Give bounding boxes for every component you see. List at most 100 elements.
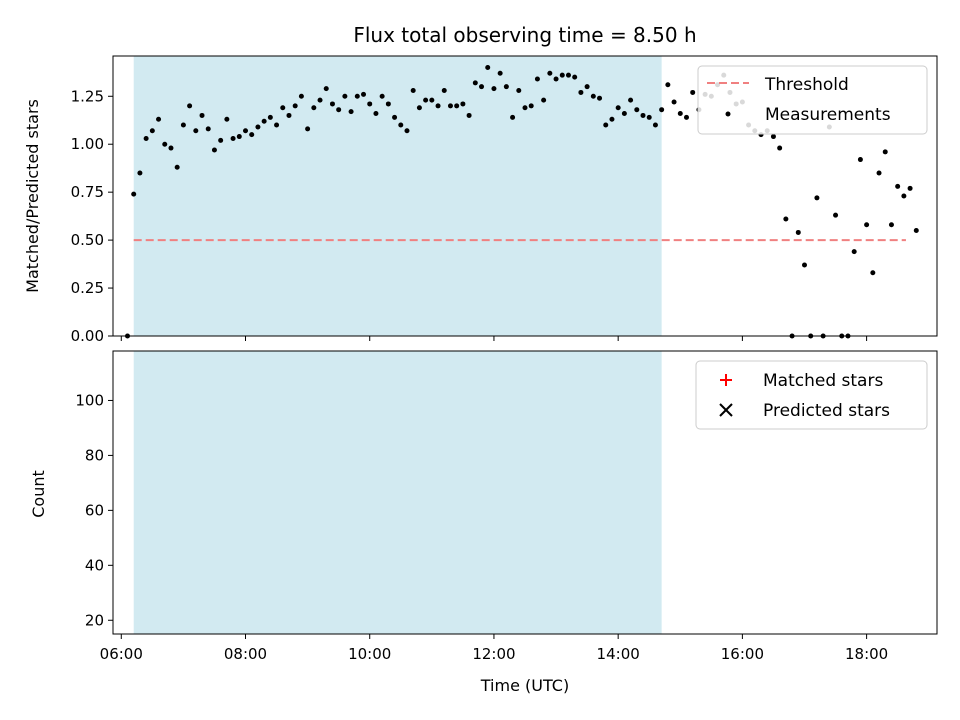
measurement-point — [236, 134, 242, 140]
measurement-point — [770, 134, 776, 140]
x-axis-label: Time (UTC) — [480, 676, 569, 695]
chart-title: Flux total observing time = 8.50 h — [353, 23, 696, 47]
measurement-point — [528, 103, 534, 109]
measurement-point — [354, 93, 360, 99]
measurement-point — [168, 145, 174, 151]
measurement-point — [690, 89, 696, 95]
observing-window-bottom — [133, 351, 662, 634]
y-tick-label: 20 — [85, 611, 104, 629]
measurement-point — [298, 93, 304, 99]
measurement-point — [621, 111, 627, 117]
measurement-point — [180, 122, 186, 128]
measurement-point — [398, 122, 404, 128]
measurement-point — [441, 88, 447, 94]
y-tick-label: 0.00 — [71, 327, 104, 345]
measurement-point — [249, 132, 255, 138]
measurement-point — [534, 76, 540, 82]
measurement-point — [864, 222, 870, 228]
x-tick-label: 16:00 — [721, 645, 764, 663]
bottom-legend: Matched stars Predicted stars — [695, 360, 928, 430]
measurement-point — [224, 116, 230, 122]
x-tick-label: 10:00 — [348, 645, 391, 663]
y-tick-label: 80 — [85, 446, 104, 464]
measurement-point — [646, 114, 652, 120]
measurement-point — [385, 101, 391, 107]
measurement-point — [565, 72, 571, 78]
measurement-point — [553, 76, 559, 82]
measurement-point — [609, 116, 615, 122]
matched-legend-swatch — [720, 374, 732, 386]
y-tick-label: 1.00 — [71, 135, 104, 153]
observing-window-top — [133, 56, 662, 336]
measurement-point — [280, 105, 286, 111]
measurement-point — [361, 91, 367, 97]
measurement-point — [199, 112, 205, 118]
measurement-point — [435, 103, 441, 109]
measurement-point — [597, 95, 603, 101]
measurement-point — [460, 101, 466, 107]
measurement-point — [466, 112, 472, 118]
x-tick-label: 18:00 — [845, 645, 888, 663]
measurement-point — [876, 170, 882, 176]
measurement-point — [472, 80, 478, 86]
matched-legend-label: Matched stars — [763, 371, 883, 391]
bottom-legend-box — [695, 360, 928, 430]
measurement-point — [857, 157, 863, 163]
measurement-point — [870, 270, 876, 276]
measurement-point — [795, 229, 801, 235]
measurement-point — [572, 74, 578, 80]
measurement-point — [665, 82, 671, 88]
predicted-legend-swatch — [719, 403, 733, 417]
measurement-point — [801, 262, 807, 268]
y-tick-label: 60 — [85, 501, 104, 519]
measurement-point — [162, 141, 168, 147]
measurement-point — [267, 114, 273, 120]
measurement-point — [547, 70, 553, 76]
measurement-point — [274, 122, 280, 128]
measurement-point — [895, 183, 901, 189]
x-tick-label: 12:00 — [472, 645, 515, 663]
measurement-point — [497, 70, 503, 76]
measurement-point — [559, 72, 565, 78]
measurement-point — [336, 107, 342, 113]
measurement-point — [901, 193, 907, 199]
x-tick-label: 06:00 — [100, 645, 143, 663]
measurement-point — [149, 128, 155, 134]
measurement-point — [628, 97, 634, 103]
y-tick-label: 0.50 — [71, 231, 104, 249]
measurement-point — [423, 97, 429, 103]
measurement-point — [211, 147, 217, 153]
top-x-ticks — [120, 336, 868, 341]
measurement-point — [404, 128, 410, 134]
measurement-point — [541, 97, 547, 103]
measurement-point — [342, 93, 348, 99]
measurement-point — [590, 93, 596, 99]
y-tick-label: 100 — [75, 391, 104, 409]
predicted-legend-label: Predicted stars — [763, 401, 890, 421]
measurement-point — [851, 249, 857, 255]
measurement-point — [510, 114, 516, 120]
measurement-points — [124, 65, 919, 339]
x-tick-label: 14:00 — [597, 645, 640, 663]
bottom-y-ticks: 20 40 60 80 100 — [75, 391, 113, 629]
measurement-point — [888, 222, 894, 228]
measurement-point — [323, 86, 329, 92]
measurement-point — [317, 97, 323, 103]
measurement-point — [156, 116, 162, 122]
measurement-point — [379, 93, 385, 99]
measurement-point — [522, 105, 528, 111]
measurement-point — [429, 97, 435, 103]
measurement-point — [193, 128, 199, 134]
measurement-point — [677, 111, 683, 117]
measurement-point — [230, 135, 236, 141]
measurement-point — [416, 105, 422, 111]
measurement-point — [137, 170, 143, 176]
measurement-point — [392, 114, 398, 120]
measurement-point — [671, 99, 677, 105]
measurement-point — [479, 84, 485, 90]
top-legend: Threshold Measurements — [697, 65, 928, 135]
measurement-point — [659, 107, 665, 113]
measurement-point — [329, 101, 335, 107]
measurement-point — [367, 101, 373, 107]
measurement-point — [634, 107, 640, 113]
